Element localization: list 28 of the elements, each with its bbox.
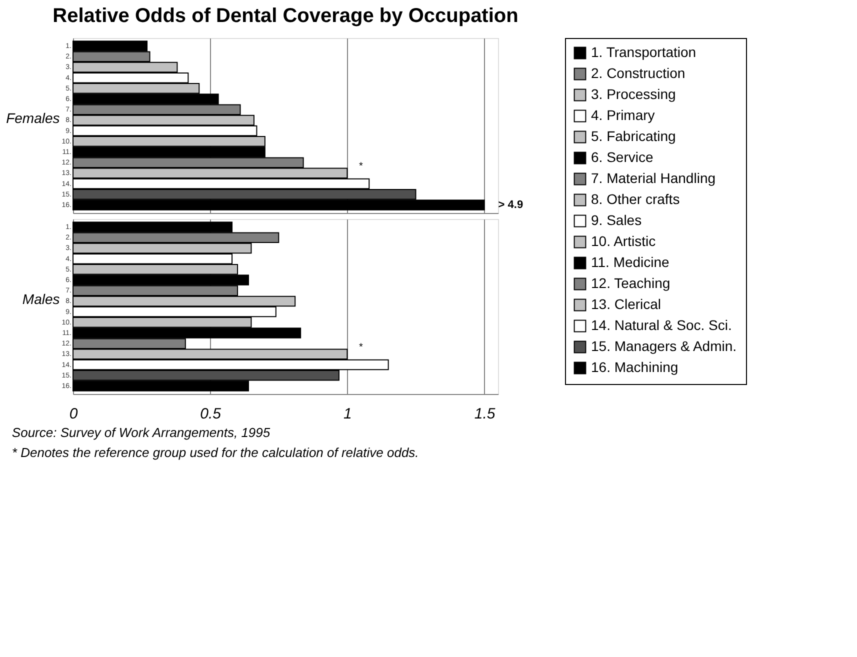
legend-label: 15. Managers & Admin. xyxy=(591,338,737,354)
legend-label: 11. Medicine xyxy=(591,254,670,270)
source-note: Source: Survey of Work Arrangements, 1995 xyxy=(12,425,271,440)
x-tick-label: 0.5 xyxy=(200,406,222,422)
legend-label: 5. Fabricating xyxy=(591,128,676,144)
legend-label: 8. Other crafts xyxy=(591,191,680,207)
chart-title: Relative Odds of Dental Coverage by Occupation xyxy=(52,5,518,27)
legend-label: 2. Construction xyxy=(591,65,686,81)
x-tick-label: 0 xyxy=(69,406,78,422)
text: * Denotes the reference group used for the calculation of relative odds. xyxy=(12,445,419,460)
y-axis-title: Males xyxy=(22,291,60,307)
legend-label: 6. Service xyxy=(591,149,654,165)
legend-label: 13. Clerical xyxy=(591,296,662,312)
legend-label: 7. Material Handling xyxy=(591,170,716,186)
legend-label: 10. Artistic xyxy=(591,233,656,249)
annotation: * xyxy=(358,342,363,354)
data-label: > 4.9 xyxy=(498,198,524,211)
legend-label: 12. Teaching xyxy=(591,275,670,291)
legend-label: 3. Processing xyxy=(591,86,676,102)
legend-label: 4. Primary xyxy=(591,107,655,123)
legend-label: 1. Transportation xyxy=(591,44,696,60)
legend-label: 9. Sales xyxy=(591,212,642,228)
legend-label: 16. Machining xyxy=(591,359,678,375)
annotation: * xyxy=(358,161,363,172)
x-tick-label: 1 xyxy=(344,406,352,422)
legend-label: 14. Natural & Soc. Sci. xyxy=(591,317,732,333)
x-tick-label: 1.5 xyxy=(474,406,496,422)
y-axis-title: Females xyxy=(6,110,60,126)
